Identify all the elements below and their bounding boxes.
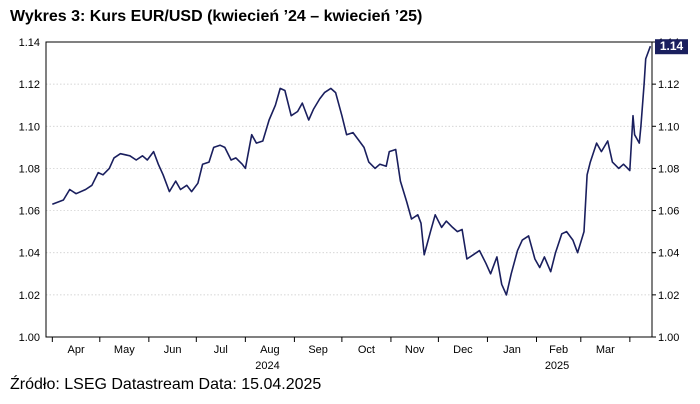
- x-tick-label-month: Jul: [214, 344, 228, 356]
- x-tick-label-month: Aug: [260, 344, 280, 356]
- y-tick-label-right: 1.10: [658, 121, 679, 133]
- y-tick-label-left: 1.02: [19, 290, 40, 302]
- x-tick-label-month: Dec: [453, 344, 473, 356]
- y-tick-label-right: 1.08: [658, 163, 679, 175]
- y-axis-right: 1.001.021.041.061.081.101.121.14: [652, 37, 679, 344]
- x-tick-label-month: May: [114, 344, 135, 356]
- last-value-box: [655, 39, 688, 55]
- y-tick-label-left: 1.14: [19, 37, 40, 49]
- x-tick-label-year: 2025: [545, 360, 569, 372]
- y-tick-label-left: 1.06: [19, 206, 40, 218]
- grid-lines: [46, 41, 652, 338]
- series-line-eurusd: [52, 45, 652, 296]
- y-tick-label-right: 1.02: [658, 290, 679, 302]
- y-tick-label-left: 1.10: [19, 121, 40, 133]
- x-tick-label-month: Nov: [405, 344, 425, 356]
- y-tick-label-left: 1.04: [19, 248, 40, 260]
- y-tick-label-right: 1.06: [658, 206, 679, 218]
- y-axis-left: 1.00 1.02 1.04 1.06 1.08 1.10 1.12 1.14: [19, 37, 40, 344]
- x-tick-label-month: Jan: [503, 344, 521, 356]
- y-tick-label-left: 1.00: [19, 332, 40, 344]
- last-value-text: 1.14: [660, 39, 684, 53]
- x-tick-label-month: Apr: [68, 344, 85, 356]
- x-tick-label-month: Sep: [308, 344, 328, 356]
- x-axis: Apr May Jun Jul Aug Sep Oct Nov Dec Jan Feb Mar 2024…: [51, 337, 631, 372]
- y-tick-label-left: 1.08: [19, 163, 40, 175]
- y-tick-label-left: 1.12: [19, 79, 40, 91]
- x-tick-label-month: Mar: [596, 344, 615, 356]
- y-tick-label-right: 1.00: [658, 332, 679, 344]
- source-note: Źródło: LSEG Datastream Data: 15.04.2025: [10, 376, 322, 393]
- x-tick-label-month: Oct: [358, 344, 375, 356]
- last-value-label: 1.14: [655, 39, 688, 55]
- y-tick-label-right: 1.12: [658, 79, 679, 91]
- y-tick-label-right: 1.04: [658, 248, 679, 260]
- x-tick-label-year: 2024: [255, 360, 279, 372]
- x-tick-label-month: Feb: [549, 344, 568, 356]
- chart-title: Wykres 3: Kurs EUR/USD (kwiecień ’24 – k…: [10, 8, 423, 25]
- x-tick-label-month: Jun: [164, 344, 182, 356]
- plot-area-frame: [45, 41, 653, 338]
